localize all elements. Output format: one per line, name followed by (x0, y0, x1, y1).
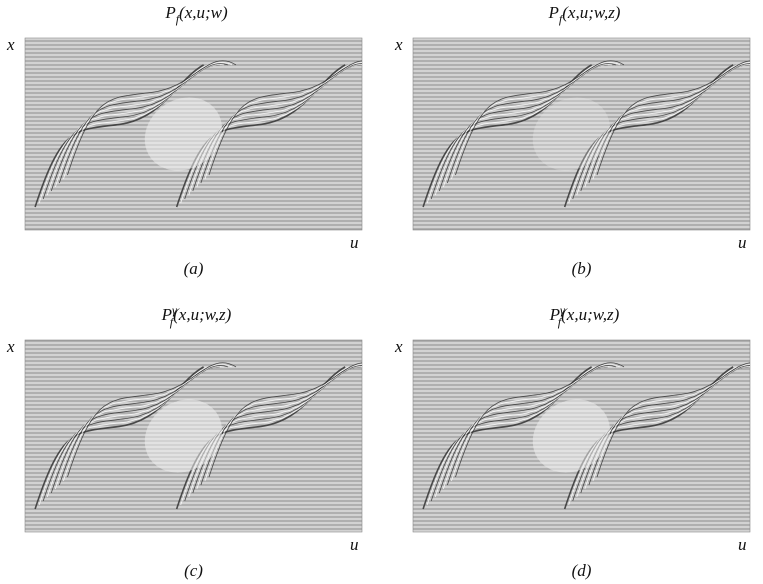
title-subscript: f (559, 12, 564, 26)
ridge (63, 364, 233, 482)
title-subscript: f (558, 315, 563, 329)
title-subscript: f (170, 315, 175, 329)
title-symbol: P (549, 305, 560, 324)
ridge (208, 60, 362, 176)
ridge (455, 60, 625, 176)
ridge (455, 362, 625, 478)
panel: Pγ f(x,u;w,z) x u (c) (6, 303, 363, 580)
panel-caption: (d) (572, 561, 592, 580)
y-axis-label: x (6, 337, 15, 356)
panel-title: Pγ f(x,u;w,z) (161, 303, 232, 329)
ridge (208, 362, 362, 478)
title-args: (x,u;w,z) (561, 305, 620, 324)
title-args: (x,u;w,z) (562, 3, 621, 22)
interference (144, 97, 222, 171)
title-superscript: γ (560, 303, 565, 317)
x-axis-label: u (738, 535, 747, 554)
ridge (451, 364, 621, 482)
ridge (67, 60, 237, 176)
ridge (67, 362, 237, 478)
panel-caption: (a) (184, 259, 204, 278)
y-axis-label: x (6, 35, 15, 54)
panel-caption: (b) (572, 259, 592, 278)
ridge (596, 362, 750, 478)
x-axis-label: u (738, 233, 747, 252)
panel-title: Pf(x,u;w,z) (548, 3, 621, 26)
panel: Pf(x,u;w) x u (a) (6, 3, 363, 278)
ridges (422, 362, 750, 510)
ridge (596, 60, 750, 176)
ridge (592, 62, 750, 180)
y-axis-label: x (394, 337, 403, 356)
title-superscript: γ (172, 303, 177, 317)
x-axis-label: u (350, 535, 359, 554)
panel: Pγ f(x,u;w,z) x u (d) (394, 303, 751, 580)
title-symbol: P (548, 3, 559, 22)
ridge (204, 62, 362, 180)
y-axis-label: x (394, 35, 403, 54)
panel-caption: (c) (184, 561, 203, 580)
title-args: (x,u;w) (179, 3, 228, 22)
interference (532, 399, 610, 473)
ridges (34, 362, 362, 510)
ridges (422, 60, 750, 208)
title-symbol: P (161, 305, 172, 324)
title-symbol: P (164, 3, 175, 22)
ridge (592, 364, 750, 482)
title-args: (x,u;w,z) (173, 305, 232, 324)
title-subscript: f (176, 12, 181, 26)
ridges (34, 60, 362, 208)
ridge (451, 62, 621, 180)
ridge (204, 364, 362, 482)
interference (144, 399, 222, 473)
ridge (63, 62, 233, 180)
panel-title: Pγ f(x,u;w,z) (549, 303, 620, 329)
x-axis-label: u (350, 233, 359, 252)
panel: Pf(x,u;w,z) x u (b) (394, 3, 751, 278)
interference (532, 97, 610, 171)
panel-title: Pf(x,u;w) (164, 3, 228, 26)
